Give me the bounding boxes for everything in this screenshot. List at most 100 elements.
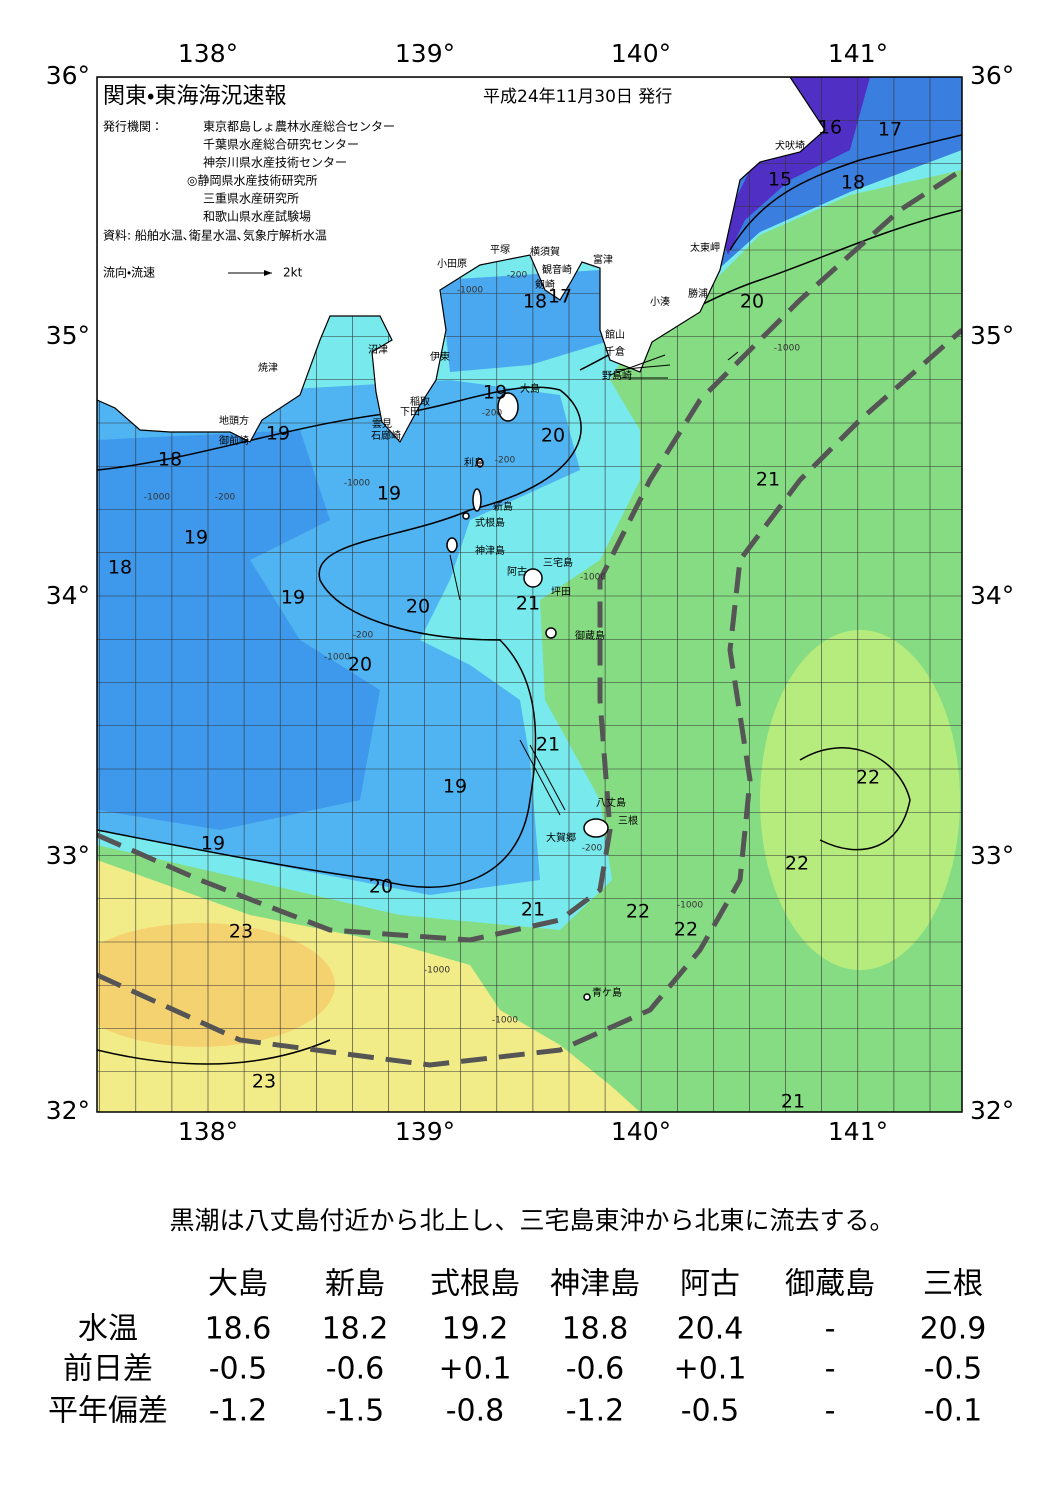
table-cell: 18.6 [205,1312,272,1347]
table-cell: -0.6 [566,1352,625,1387]
place-name: 八丈島 [596,796,626,809]
isotherm [97,1039,331,1065]
table-cell: -1.2 [566,1394,625,1429]
lon-label: 141° [828,39,888,68]
kuroshio-axis [97,167,962,1068]
isotherm-label: 23 [252,1071,276,1093]
lat-label: 36° [970,61,1014,90]
isotherm-label: 20 [740,291,764,313]
place-name: 神津島 [475,544,505,557]
lon-label: 139° [395,39,455,68]
place-name: 大賀郷 [546,831,576,844]
place-name: 焼津 [258,362,278,374]
current-arrows [449,351,739,816]
place-name: 野島崎 [602,369,632,382]
depth-label: -200 [495,456,516,466]
land-honshu [97,77,826,444]
lat-label: 35° [46,321,90,350]
place-name: 雲見 [372,418,392,430]
depth-label: -200 [215,493,236,503]
place-name: 御蔵島 [575,629,605,642]
kuroshio-edge [97,328,962,1068]
table-header: 大島 [208,1267,268,1302]
isotherm-label: 22 [626,901,650,923]
lon-label: 139° [395,1117,455,1146]
place-name: 勝浦 [688,287,708,300]
island [545,627,557,639]
isotherm-label: 21 [516,593,540,615]
table-cell: +0.1 [439,1352,512,1387]
isotherm-label: 15 [768,169,792,191]
isotherm [729,134,962,251]
place-name: 利島 [464,456,484,469]
place-name: 青ケ島 [592,986,622,999]
place-name: 太東岬 [690,241,720,254]
lat-label: 34° [970,581,1014,610]
lat-label: 34° [46,581,90,610]
sources: 資料: 船舶水温､衛星水温､気象庁解析水温 [103,228,327,243]
depth-label: -200 [507,271,528,281]
place-name: 三根 [618,814,638,827]
lat-label: 36° [46,61,90,90]
lon-label: 138° [178,39,238,68]
lon-label: 141° [828,1117,888,1146]
island [523,568,543,588]
issuer-label: 発行機関： [103,120,163,134]
lat-label: 32° [46,1096,90,1125]
place-name: 新島 [493,500,513,513]
depth-label: -200 [582,844,603,854]
isotherm-label: 19 [266,423,290,445]
isotherm [799,747,911,851]
depth-label: -200 [482,409,503,419]
current-arrow [529,744,566,811]
place-name: 石廊崎 [371,429,401,442]
table-cell: -0.5 [924,1352,983,1387]
isotherm-label: 19 [443,776,467,798]
lat-label: 33° [46,841,90,870]
isotherm-label: 22 [785,853,809,875]
depth-label: -1000 [144,493,170,503]
sea-blue-dark [97,430,380,830]
table-cell: - [825,1352,836,1387]
lat-label: 33° [970,841,1014,870]
island [583,993,591,1001]
current-arrow [449,554,461,601]
isotherm-label: 20 [348,654,372,676]
lon-label: 140° [611,39,671,68]
table-cell: 18.2 [322,1312,389,1347]
legend-arrowhead [264,270,272,276]
title: 関東・東海海況速報 [103,84,286,109]
current-legend: 流向・流速 [103,265,155,280]
isotherm-label: 19 [377,483,401,505]
table-cell: 19.2 [442,1312,509,1347]
depth-label: -1000 [492,1016,518,1026]
sea-purple [720,77,870,255]
isotherm-label: 18 [841,172,865,194]
table-header: 神津島 [550,1267,640,1302]
depth-label: -1000 [580,573,606,583]
table-cell: -0.8 [446,1394,505,1429]
table-header: 式根島 [430,1267,520,1302]
place-name: 犬吠埼 [775,139,805,152]
place-name: 千倉 [605,346,625,358]
isotherm-label: 20 [541,425,565,447]
table-cell: -0.5 [681,1394,740,1429]
table-cell: 18.8 [562,1312,629,1347]
isotherm-label: 23 [229,921,253,943]
place-name: 横須賀 [530,245,560,258]
lat-label: 35° [970,321,1014,350]
sea-light-green [760,630,960,970]
isotherm-label: 17 [548,286,572,308]
place-name: 小田原 [437,258,467,270]
table-header: 阿古 [680,1267,740,1302]
island [472,488,482,512]
map-area [97,77,962,1112]
island [583,818,609,838]
summary: 黒潮は八丈島付近から北上し、三宅島東沖から北東に流去する。 [169,1206,894,1235]
isotherm-label: 19 [483,382,507,404]
place-name: 三宅島 [543,556,573,569]
row-label: 水温 [78,1312,138,1347]
current-scale: 2kt [283,266,303,280]
